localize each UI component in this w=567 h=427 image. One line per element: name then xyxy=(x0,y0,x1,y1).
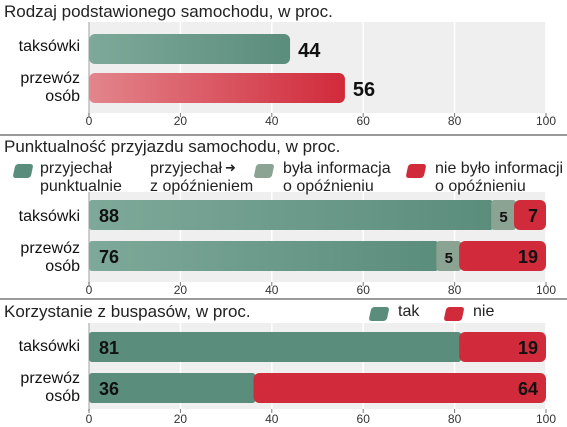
panel1-value-label-taksowki: 44 xyxy=(298,40,321,62)
panel3-row-label-przewoz: przewóz osób xyxy=(20,370,80,405)
legend-swatch-byla-informacja xyxy=(253,164,275,178)
panel3-bar-przewoz-seg2 xyxy=(253,373,546,403)
panel3-title: Korzystanie z buspasów, w proc. xyxy=(4,302,251,321)
legend-label-nie: nie xyxy=(473,303,495,320)
panel2-value-label-taksowki-seg2: 5 xyxy=(499,209,507,226)
panel2-row-label-taksowki: taksówki xyxy=(18,208,80,225)
panel1-row-label-przewoz: przewóz osób xyxy=(20,70,80,105)
panel3-tick-label-100: 100 xyxy=(536,412,556,426)
panel3-bar-taksowki-seg1 xyxy=(89,332,462,362)
panel3-value-label-taksowki-seg2: 19 xyxy=(518,338,538,358)
panel1-tick-label-20: 20 xyxy=(174,114,188,128)
panel1-tick-label-60: 60 xyxy=(357,114,371,128)
legend-label-byla-informacja: była informacja o opóźnieniu xyxy=(283,160,391,195)
divider-2 xyxy=(0,298,567,300)
panel2-bar-przewoz-seg1 xyxy=(89,241,439,271)
panel3-value-label-przewoz-seg2: 64 xyxy=(518,379,538,399)
legend-group-label-opoznienie: przyjechał z opóźnieniem xyxy=(150,160,254,195)
panel3-tick-label-20: 20 xyxy=(174,412,188,426)
panel2-tick-label-80: 80 xyxy=(448,283,462,297)
panel1-value-label-przewoz: 56 xyxy=(353,79,375,101)
panel2-bar-taksowki-seg1 xyxy=(89,200,494,230)
legend-label-punktualnie: przyjechał punktualnie xyxy=(40,160,122,195)
panel2-tick-label-0: 0 xyxy=(86,283,93,297)
panel2-value-label-przewoz-seg2: 5 xyxy=(445,250,453,267)
panel1-tick-label-0: 0 xyxy=(86,114,93,128)
panel1-bar-taksowki xyxy=(89,34,291,64)
panel2-value-label-taksowki-seg3: 7 xyxy=(528,206,538,226)
legend-swatch-nie-bylo-informacji xyxy=(405,164,427,178)
panel2-tick-label-40: 40 xyxy=(265,283,279,297)
panel1-row-label-taksowki: taksówki xyxy=(18,38,80,55)
panel3-value-label-taksowki-seg1: 81 xyxy=(99,338,119,358)
divider-1 xyxy=(0,134,567,136)
panel1-tick-label-80: 80 xyxy=(448,114,462,128)
legend-arrow: ➜ xyxy=(225,160,236,175)
legend-label-nie-bylo-informacji: nie było informacji o opóźnieniu xyxy=(435,160,564,195)
panel2-tick-label-60: 60 xyxy=(357,283,371,297)
panel2-bar-taksowki-seg2 xyxy=(491,200,517,230)
panel2-title: Punktualność przyjazdu samochodu, w proc… xyxy=(4,137,341,156)
legend-swatch-nie xyxy=(443,307,465,321)
panel3-bar-przewoz-seg1 xyxy=(89,373,256,403)
legend-label-tak: tak xyxy=(398,303,420,320)
panel2-value-label-taksowki-seg1: 88 xyxy=(99,206,119,226)
panel3-tick-label-40: 40 xyxy=(265,412,279,426)
panel2-bar-taksowki-seg3 xyxy=(514,200,546,230)
panel1-tick-label-100: 100 xyxy=(536,114,556,128)
panel1-tick-label-40: 40 xyxy=(265,114,279,128)
panel1-bar-przewoz xyxy=(89,73,345,103)
panel3-value-label-przewoz-seg1: 36 xyxy=(99,379,119,399)
legend-swatch-tak xyxy=(368,307,390,321)
panel2-bar-przewoz-seg3 xyxy=(459,241,546,271)
panel2-tick-label-20: 20 xyxy=(174,283,188,297)
panel3-bar-taksowki-seg2 xyxy=(459,332,546,362)
panel2-tick-label-100: 100 xyxy=(536,283,556,297)
panel3-row-label-taksowki: taksówki xyxy=(18,338,80,355)
panel2-value-label-przewoz-seg3: 19 xyxy=(518,247,538,267)
panel3-tick-label-0: 0 xyxy=(86,412,93,426)
panel2-value-label-przewoz-seg1: 76 xyxy=(99,247,119,267)
panel1-title: Rodzaj podstawionego samochodu, w proc. xyxy=(4,2,333,21)
legend-swatch-punktualnie xyxy=(12,164,34,178)
panel2-bar-przewoz-seg2 xyxy=(436,241,462,271)
panel3-tick-label-80: 80 xyxy=(448,412,462,426)
panel3-tick-label-60: 60 xyxy=(357,412,371,426)
panel2-row-label-przewoz: przewóz osób xyxy=(20,240,80,275)
